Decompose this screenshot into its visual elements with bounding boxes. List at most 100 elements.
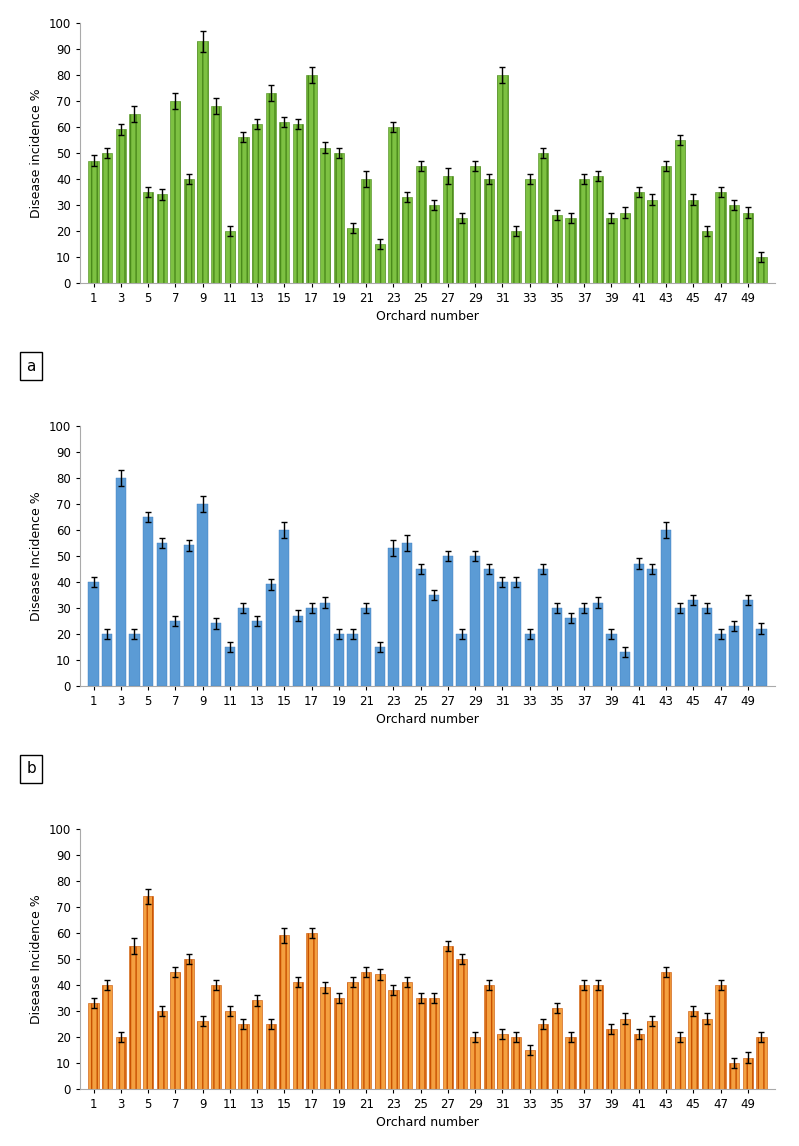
Bar <box>634 1034 644 1089</box>
Bar <box>674 140 685 283</box>
Bar <box>552 607 562 685</box>
Bar <box>757 1037 766 1089</box>
Bar <box>593 603 603 685</box>
Bar <box>252 1000 262 1089</box>
Bar <box>170 621 181 685</box>
Bar <box>729 205 739 283</box>
Bar <box>402 982 412 1089</box>
Bar <box>566 1037 576 1089</box>
Bar <box>647 568 658 685</box>
Bar <box>606 634 617 685</box>
Bar <box>715 634 725 685</box>
Bar <box>647 1021 658 1089</box>
Bar <box>348 634 358 685</box>
Bar <box>293 982 303 1089</box>
Bar <box>265 93 276 283</box>
Bar <box>129 945 140 1089</box>
Bar <box>539 568 548 685</box>
Bar <box>470 556 480 685</box>
Bar <box>143 896 153 1089</box>
Bar <box>661 529 671 685</box>
Bar <box>143 191 153 283</box>
Bar <box>539 152 548 283</box>
Bar <box>742 1058 753 1089</box>
Bar <box>252 124 262 283</box>
Bar <box>388 990 399 1089</box>
Bar <box>443 945 453 1089</box>
Bar <box>225 1011 235 1089</box>
Bar <box>415 998 426 1089</box>
Bar <box>620 652 630 685</box>
Bar <box>742 213 753 283</box>
Bar <box>211 984 221 1089</box>
Bar <box>715 984 725 1089</box>
Bar <box>415 166 426 283</box>
Bar <box>279 121 289 283</box>
Bar <box>674 607 685 685</box>
Text: a: a <box>26 359 36 374</box>
X-axis label: Orchard number: Orchard number <box>376 713 479 727</box>
Bar <box>702 607 712 685</box>
Bar <box>497 582 507 685</box>
Bar <box>429 998 439 1089</box>
Bar <box>606 218 617 283</box>
Bar <box>757 629 766 685</box>
Bar <box>252 621 262 685</box>
Bar <box>157 1011 167 1089</box>
Bar <box>483 568 494 685</box>
Bar <box>456 634 467 685</box>
Bar <box>579 984 590 1089</box>
Bar <box>89 160 98 283</box>
Bar <box>361 179 372 283</box>
X-axis label: Orchard number: Orchard number <box>376 1116 479 1129</box>
Bar <box>170 101 181 283</box>
Bar <box>402 543 412 685</box>
Bar <box>674 1037 685 1089</box>
Bar <box>225 230 235 283</box>
Bar <box>525 1050 535 1089</box>
Y-axis label: Disease Incidence %: Disease Incidence % <box>30 894 43 1023</box>
Bar <box>225 646 235 685</box>
Bar <box>742 601 753 685</box>
Bar <box>647 199 658 283</box>
Bar <box>184 179 194 283</box>
Bar <box>729 626 739 685</box>
Bar <box>552 1008 562 1089</box>
Bar <box>634 191 644 283</box>
Bar <box>443 176 453 283</box>
Bar <box>402 197 412 283</box>
Bar <box>606 1029 617 1089</box>
Bar <box>184 959 194 1089</box>
Bar <box>483 984 494 1089</box>
Bar <box>566 618 576 685</box>
Bar <box>361 607 372 685</box>
Bar <box>348 228 358 283</box>
Bar <box>307 607 316 685</box>
Bar <box>497 74 507 283</box>
Bar <box>143 517 153 685</box>
Bar <box>661 166 671 283</box>
Bar <box>334 152 344 283</box>
Bar <box>116 1037 126 1089</box>
Bar <box>729 1062 739 1089</box>
Bar <box>307 933 316 1089</box>
Bar <box>539 1023 548 1089</box>
Bar <box>375 244 385 283</box>
Y-axis label: Disease Incidence %: Disease Incidence % <box>30 490 43 621</box>
Bar <box>483 179 494 283</box>
Bar <box>470 166 480 283</box>
Bar <box>102 634 113 685</box>
Bar <box>456 218 467 283</box>
Bar <box>388 548 399 685</box>
Bar <box>334 634 344 685</box>
Bar <box>184 545 194 685</box>
Bar <box>702 230 712 283</box>
Bar <box>566 218 576 283</box>
Bar <box>361 972 372 1089</box>
Bar <box>511 582 521 685</box>
X-axis label: Orchard number: Orchard number <box>376 311 479 323</box>
Bar <box>375 974 385 1089</box>
Bar <box>429 595 439 685</box>
Bar <box>443 556 453 685</box>
Bar <box>238 1023 248 1089</box>
